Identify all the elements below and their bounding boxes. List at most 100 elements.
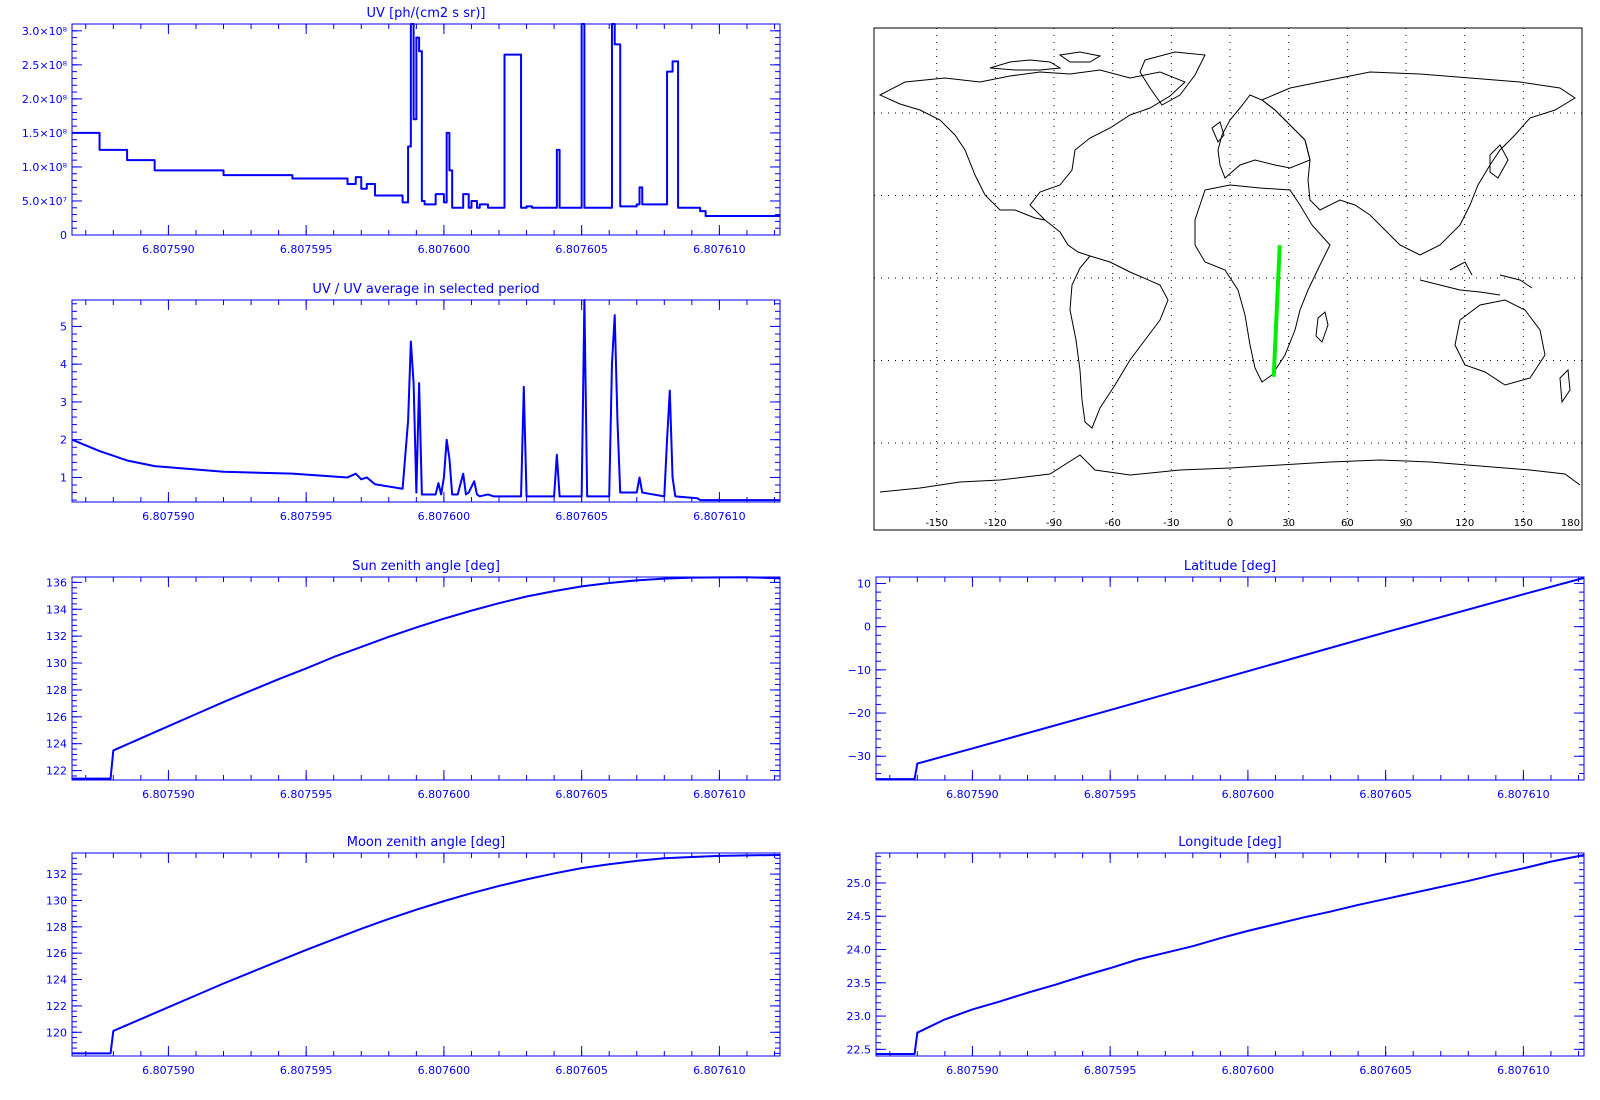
plot-frame (875, 852, 1585, 1057)
coastline-asia (1261, 71, 1576, 256)
x-tick-label: 6.807610 (693, 510, 746, 523)
chart-latitude: Latitude [deg] 6.807590 6.807595 6.807600 6.… (848, 559, 1585, 801)
satellite-ground-track (1271, 244, 1282, 378)
map-lon-label: -150 (925, 518, 948, 529)
series-line (876, 576, 1585, 781)
chart-title: UV / UV average in selected period (312, 282, 539, 297)
map-graticule: -150 -120 -90 -60 -30 0 30 60 90 120 150 180 (874, 28, 1582, 530)
coastline-greenland (1139, 51, 1206, 106)
plot-frame (71, 852, 781, 1057)
x-tick-label: 6.807605 (1359, 788, 1412, 801)
x-tick-label: 6.807600 (418, 788, 471, 801)
map-lon-label: 30 (1282, 518, 1295, 529)
coastline-antarctica (879, 454, 1581, 493)
x-tick-label: 6.807610 (693, 243, 746, 256)
x-tick-label: 6.807600 (1222, 788, 1275, 801)
x-tick-label: 6.807610 (693, 1064, 746, 1077)
chart-sun-zenith: Sun zenith angle [deg] 6.807590 6.807595 6.… (46, 559, 781, 801)
x-tick-label: 6.807610 (1497, 788, 1550, 801)
coastline-europe (1217, 94, 1311, 179)
plot-frame (71, 23, 781, 236)
y-tick-label: 24.5 (847, 910, 872, 923)
y-tick-label: 136 (46, 576, 67, 589)
y-tick-label: 132 (46, 868, 67, 881)
chart-longitude: Longitude [deg] 6.807590 6.807595 6.807600 6… (847, 835, 1585, 1077)
chart-title: Moon zenith angle [deg] (347, 835, 505, 850)
chart-title: Longitude [deg] (1178, 835, 1281, 850)
y-tick-label: 128 (46, 921, 67, 934)
y-tick-label: 2.0×10⁸ (22, 93, 68, 106)
y-tick-label: 132 (46, 630, 67, 643)
y-tick-label: 128 (46, 684, 67, 697)
y-tick-label: 5 (60, 320, 67, 333)
x-tick-label: 6.807605 (555, 788, 608, 801)
coastline-british-isles (1211, 121, 1225, 143)
x-tick-label: 6.807595 (280, 788, 333, 801)
x-tick-label: 6.807610 (693, 788, 746, 801)
map-frame (873, 27, 1583, 531)
y-tick-label: 2 (60, 434, 67, 447)
plot-frame (71, 576, 781, 781)
y-tick-label: −20 (848, 707, 871, 720)
coastline-central-america (1044, 219, 1091, 257)
y-tick-label: 0 (60, 229, 67, 242)
x-tick-label: 6.807600 (418, 243, 471, 256)
y-tick-label: 4 (60, 358, 67, 371)
plot-frame (71, 299, 781, 503)
x-tick-label: 6.807595 (280, 243, 333, 256)
chart-title: Latitude [deg] (1184, 559, 1276, 574)
series-line (71, 299, 780, 502)
map-lon-label: -90 (1046, 518, 1062, 529)
chart-uv: UV [ph/(cm2 s sr)] 6.807590 6.807595 6.8076… (22, 6, 781, 256)
x-tick-label: 6.807595 (280, 1064, 333, 1077)
x-tick-label: 6.807595 (280, 510, 333, 523)
map-lon-label: -120 (984, 518, 1007, 529)
y-tick-label: 25.0 (847, 877, 872, 890)
y-tick-label: 22.5 (847, 1043, 872, 1056)
x-tick-label: 6.807605 (555, 243, 608, 256)
y-tick-label: 122 (46, 1000, 67, 1013)
y-tick-label: −10 (848, 664, 871, 677)
y-tick-label: −30 (848, 750, 871, 763)
y-tick-label: 124 (46, 974, 67, 987)
x-tick-label: 6.807590 (946, 788, 999, 801)
coastline-canada-islands (989, 51, 1102, 71)
y-tick-label: 5.0×10⁷ (22, 195, 67, 208)
y-tick-label: 1 (60, 471, 67, 484)
map-lon-label: 180 (1561, 518, 1580, 529)
y-tick-label: 122 (46, 765, 67, 778)
coastline-indonesia (1419, 261, 1533, 296)
x-tick-label: 6.807605 (555, 510, 608, 523)
y-tick-label: 10 (857, 577, 871, 590)
x-tick-label: 6.807590 (142, 1064, 195, 1077)
chart-uv-ratio: UV / UV average in selected period 6.8075… (60, 282, 781, 523)
x-tick-label: 6.807590 (142, 243, 195, 256)
x-tick-label: 6.807600 (1222, 1064, 1275, 1077)
series-line (72, 853, 781, 1055)
chart-moon-zenith: Moon zenith angle [deg] 6.807590 6.807595 6… (46, 835, 781, 1077)
coastline-australia (1454, 299, 1546, 386)
y-tick-label: 120 (46, 1026, 67, 1039)
map-lon-label: -30 (1163, 518, 1179, 529)
map-lon-label: 150 (1514, 518, 1533, 529)
x-tick-label: 6.807610 (1497, 1064, 1550, 1077)
y-tick-label: 130 (46, 657, 67, 670)
map-lon-label: -60 (1104, 518, 1120, 529)
x-tick-label: 6.807595 (1084, 788, 1137, 801)
x-tick-label: 6.807605 (555, 1064, 608, 1077)
x-tick-label: 6.807605 (1359, 1064, 1412, 1077)
coastline-madagascar (1315, 311, 1329, 343)
y-tick-label: 23.0 (847, 1010, 872, 1023)
coastline-north-america (878, 69, 1186, 221)
coastline-south-america (1069, 255, 1169, 429)
map-lon-label: 90 (1400, 518, 1413, 529)
chart-title: UV [ph/(cm2 s sr)] (367, 6, 486, 21)
map-lon-label: 0 (1227, 518, 1233, 529)
y-tick-label: 126 (46, 711, 67, 724)
x-tick-label: 6.807590 (142, 510, 195, 523)
y-tick-label: 130 (46, 894, 67, 907)
y-tick-label: 3 (60, 396, 67, 409)
y-tick-label: 1.0×10⁸ (22, 161, 68, 174)
x-tick-label: 6.807600 (418, 510, 471, 523)
